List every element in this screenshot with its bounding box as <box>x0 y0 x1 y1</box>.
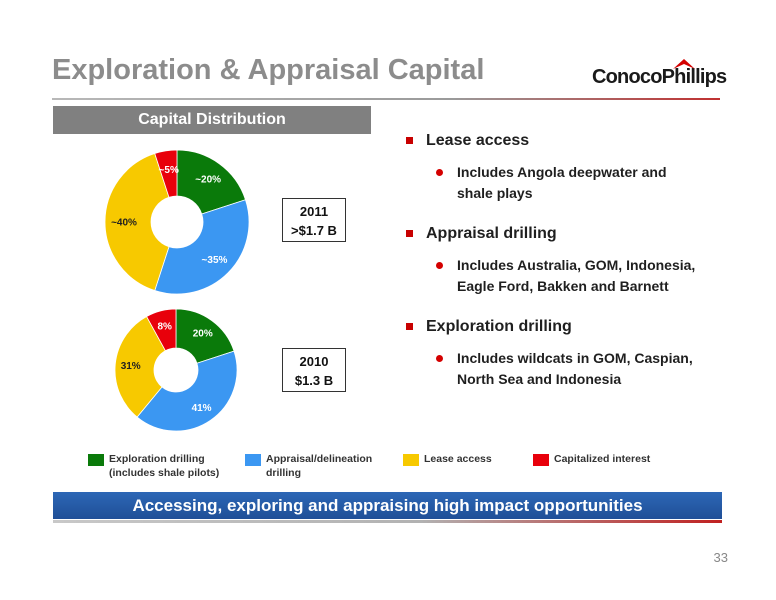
sub-bullet-line: Includes Australia, GOM, Indonesia, <box>457 257 696 273</box>
sub-bullet-line: Includes Angola deepwater and <box>457 164 667 180</box>
banner-rule <box>53 520 722 523</box>
bullet-lease-access: Lease access <box>402 130 732 152</box>
square-bullet-icon <box>406 230 413 237</box>
donut-slice-capitalized <box>154 149 178 198</box>
slice-label-exploration: ~20% <box>195 175 221 186</box>
sub-bullet-line: shale plays <box>457 185 533 201</box>
conocophillips-logo-mark-icon <box>673 59 695 69</box>
bullet-heading: Exploration drilling <box>426 318 572 335</box>
donut-slice-lease <box>114 316 166 418</box>
sub-bullet-line: North Sea and Indonesia <box>457 371 622 387</box>
bullet-heading: Lease access <box>426 132 530 149</box>
capital-distribution-header: Capital Distribution <box>53 106 371 134</box>
sub-bullet-line: Includes wildcats in GOM, Caspian, <box>457 350 693 366</box>
donut-slice-appraisal <box>154 199 250 295</box>
donut-chart-2010: 20% 41% 31% 8% <box>114 308 238 432</box>
donut-slice-capitalized <box>146 308 177 352</box>
legend-label: Lease access <box>424 453 492 465</box>
sub-bullet: Includes Angola deepwater and shale play… <box>402 162 732 204</box>
total-year-2010: 2010 <box>299 354 329 369</box>
round-bullet-icon <box>436 169 443 176</box>
sub-bullet-line: Eagle Ford, Bakken and Barnett <box>457 278 669 294</box>
donut-chart-2011: ~20% ~35% ~40% ~5% <box>104 149 250 295</box>
round-bullet-icon <box>436 262 443 269</box>
legend-label: Capitalized interest <box>554 453 651 465</box>
legend-swatch <box>403 454 419 466</box>
page-number: 33 <box>713 550 728 565</box>
total-box-2011: 2011 >$1.7 B <box>282 198 346 242</box>
slice-label-capitalized: ~5% <box>159 165 179 176</box>
slice-label-capitalized: 8% <box>157 321 172 332</box>
donut-slice-exploration <box>176 149 246 215</box>
total-box-2010: 2010 $1.3 B <box>282 348 346 392</box>
total-year-2011: 2011 <box>299 204 329 219</box>
title-rule <box>52 98 720 100</box>
slice-label-exploration: 20% <box>193 329 213 340</box>
donut-slice-lease <box>104 153 170 291</box>
chart-legend: Exploration drilling (includes shale pilo… <box>0 452 776 486</box>
square-bullet-icon <box>406 323 413 330</box>
bullet-list: Lease access Includes Angola deepwater a… <box>402 130 732 390</box>
round-bullet-icon <box>436 355 443 362</box>
square-bullet-icon <box>406 137 413 144</box>
legend-label: Exploration drilling (includes shale pilo… <box>109 453 220 479</box>
legend-swatch <box>245 454 261 466</box>
total-value-2010: $1.3 B <box>294 373 334 388</box>
bullet-exploration-drilling: Exploration drilling <box>402 316 732 338</box>
conocophillips-logo: ConocoPhillips <box>592 59 727 96</box>
donut-slice-appraisal <box>136 350 238 432</box>
slice-label-appraisal: 41% <box>192 403 212 414</box>
slide-title: Exploration & Appraisal Capital <box>52 54 485 86</box>
sub-bullet: Includes wildcats in GOM, Caspian, North… <box>402 348 732 390</box>
slice-label-appraisal: ~35% <box>202 255 228 266</box>
sub-bullet: Includes Australia, GOM, Indonesia, Eagl… <box>402 255 732 297</box>
slice-label-lease: 31% <box>121 361 141 372</box>
legend-swatch <box>88 454 104 466</box>
bottom-banner: Accessing, exploring and appraising high… <box>53 492 722 519</box>
slice-label-lease: ~40% <box>111 218 137 229</box>
legend-swatch <box>533 454 549 466</box>
logo-text: ConocoPhillips <box>592 66 727 88</box>
total-value-2011: >$1.7 B <box>291 223 337 238</box>
bullet-heading: Appraisal drilling <box>426 225 557 242</box>
bullet-appraisal-drilling: Appraisal drilling <box>402 223 732 245</box>
legend-label: Appraisal/delineation drilling <box>266 453 373 479</box>
